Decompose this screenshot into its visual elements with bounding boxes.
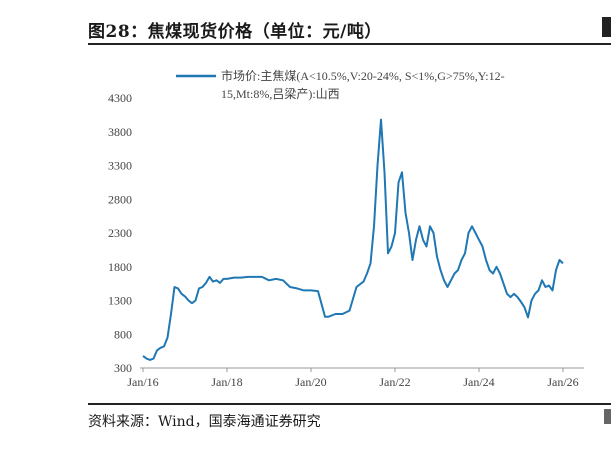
y-tick-label: 1800 — [108, 260, 132, 274]
figure-title: 图28：焦煤现货价格（单位：元/吨） — [88, 22, 382, 42]
x-tick-label: Jan/20 — [295, 375, 326, 389]
y-tick-label: 2800 — [108, 192, 132, 206]
source-rule — [88, 403, 611, 405]
y-tick-label: 3800 — [108, 125, 132, 139]
series-line — [142, 118, 564, 361]
legend: 市场价:主焦煤(A<10.5%,V:20-24%, S<1%,G>75%,Y:1… — [176, 68, 505, 101]
title-rule — [88, 43, 611, 45]
y-tick-label: 1300 — [108, 294, 132, 308]
y-tick-label: 2300 — [108, 226, 132, 240]
y-tick-label: 800 — [114, 327, 132, 341]
legend-label-line2: 15,Mt:8%,吕梁产):山西 — [221, 86, 340, 101]
neighbor-figure-edge-bottom — [604, 409, 611, 424]
y-tick-label: 4300 — [108, 91, 132, 105]
y-tick-labels: 300 800 1300 1800 2300 2800 3300 3800 4300 — [108, 91, 132, 375]
x-tick-label: Jan/16 — [127, 375, 158, 389]
x-tick-label: Jan/18 — [211, 375, 242, 389]
y-tick-label: 3300 — [108, 159, 132, 173]
source-note: 资料来源：Wind，国泰海通证券研究 — [88, 414, 321, 430]
x-tick-labels: Jan/16 Jan/18 Jan/20 Jan/22 Jan/24 Jan/26 — [127, 368, 579, 389]
x-tick-label: Jan/26 — [547, 375, 578, 389]
x-tick-label: Jan/22 — [379, 375, 410, 389]
neighbor-figure-edge — [602, 17, 611, 37]
x-tick-label: Jan/24 — [463, 375, 494, 389]
legend-label-line1: 市场价:主焦煤(A<10.5%,V:20-24%, S<1%,G>75%,Y:1… — [221, 68, 505, 83]
y-tick-label: 300 — [114, 361, 132, 375]
